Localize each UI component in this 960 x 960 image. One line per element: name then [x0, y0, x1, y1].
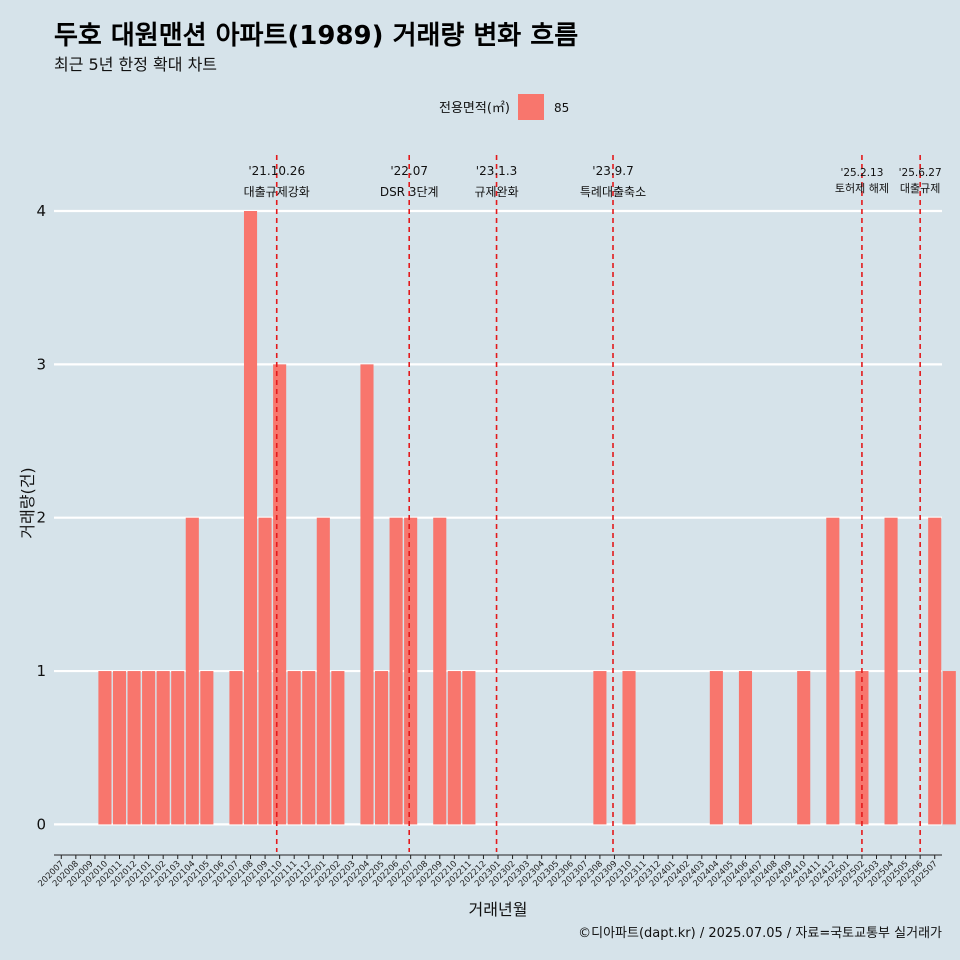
- legend-label: 85: [554, 101, 569, 115]
- y-tick-label: 0: [36, 815, 46, 833]
- event-label: DSR 3단계: [380, 185, 439, 199]
- bar: [389, 517, 403, 825]
- legend: 전용면적(㎡) 85: [439, 94, 569, 120]
- event-date: '21.10.26: [248, 164, 305, 178]
- bar: [593, 671, 607, 825]
- y-tick-label: 3: [36, 355, 46, 373]
- legend-title: 전용면적(㎡): [439, 101, 510, 116]
- bar: [156, 671, 170, 825]
- event-lines: [275, 155, 921, 852]
- event-date: '25.6.27: [899, 167, 942, 179]
- x-axis: 2020072020082020092020102020112020122021…: [36, 854, 942, 889]
- caption: ©디아파트(dapt.kr) / 2025.07.05 / 자료=국토교통부 실…: [578, 926, 942, 941]
- event-label: 토허제 해제: [835, 181, 889, 195]
- bar: [316, 517, 330, 825]
- bar: [447, 671, 461, 825]
- bar: [302, 671, 316, 825]
- bar: [404, 517, 418, 825]
- bar: [258, 517, 272, 825]
- bar: [360, 364, 374, 825]
- bar: [98, 671, 112, 825]
- chart-title: 두호 대원맨션 아파트(1989) 거래량 변화 흐름: [54, 21, 578, 51]
- event-label: 규제완화: [474, 185, 518, 199]
- x-axis-label: 거래년월: [469, 900, 528, 919]
- event-date: '25.2.13: [840, 167, 883, 179]
- event-date: '22.07: [390, 164, 428, 178]
- bar: [928, 517, 942, 825]
- event-date: '23.1.3: [476, 164, 517, 178]
- bar: [185, 517, 199, 825]
- y-tick-label: 1: [36, 662, 46, 680]
- event-annotations: '21.10.26 대출규제강화 '22.07 DSR 3단계 '23.1.3 규제완화 '…: [244, 164, 942, 199]
- bar: [112, 671, 127, 825]
- y-tick-label: 2: [36, 509, 46, 527]
- event-label: 특례대출축소: [580, 185, 646, 199]
- bar: [462, 671, 476, 825]
- bar: [229, 671, 243, 825]
- bar: [273, 364, 287, 825]
- bar: [738, 671, 753, 825]
- bar: [942, 671, 956, 825]
- bar: [622, 671, 636, 825]
- bar: [171, 671, 185, 825]
- bar: [200, 671, 214, 825]
- bar: [433, 517, 447, 825]
- bar: [127, 671, 141, 825]
- event-label: 대출규제: [900, 182, 940, 195]
- y-axis-ticks: 0 1 2 3 4: [36, 202, 46, 833]
- y-axis-label: 거래량(건): [18, 467, 37, 538]
- legend-swatch: [518, 94, 544, 120]
- bar: [797, 671, 811, 825]
- bar: [142, 671, 156, 825]
- y-tick-label: 4: [36, 202, 46, 220]
- bars: [98, 211, 956, 825]
- chart-subtitle: 최근 5년 한정 확대 차트: [54, 55, 217, 74]
- bar: [243, 211, 258, 825]
- bar: [709, 671, 723, 825]
- bar: [331, 671, 345, 825]
- event-date: '23.9.7: [592, 164, 633, 178]
- event-label: 대출규제강화: [244, 185, 310, 199]
- bar: [855, 671, 869, 825]
- bar: [884, 517, 898, 825]
- bar: [287, 671, 301, 825]
- bar: [826, 517, 840, 825]
- bar: [374, 671, 389, 825]
